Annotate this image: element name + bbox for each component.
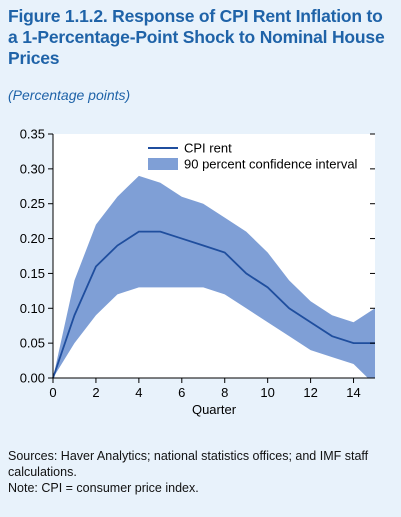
x-tick-label: 8 [221, 385, 228, 400]
x-axis-label: Quarter [192, 402, 237, 417]
y-tick-label: 0.00 [20, 371, 45, 386]
legend-band-swatch [148, 158, 178, 170]
x-tick-label: 2 [92, 385, 99, 400]
source-notes: Sources: Haver Analytics; national stati… [8, 448, 393, 496]
y-tick-label: 0.25 [20, 196, 45, 211]
y-tick-label: 0.35 [20, 127, 45, 142]
figure-title: Figure 1.1.2. Response of CPI Rent Infla… [8, 6, 385, 68]
confidence-band [53, 175, 375, 378]
note-text: Note: CPI = consumer price index. [8, 481, 199, 495]
y-tick-label: 0.15 [20, 266, 45, 281]
y-tick-label: 0.20 [20, 231, 45, 246]
x-tick-label: 0 [49, 385, 56, 400]
y-tick-label: 0.30 [20, 161, 45, 176]
y-tick-label: 0.10 [20, 301, 45, 316]
legend-label-cpi-rent: CPI rent [184, 141, 232, 156]
figure-subtitle: (Percentage points) [8, 87, 131, 103]
y-tick-label: 0.05 [20, 336, 45, 351]
x-tick-label: 12 [303, 385, 317, 400]
x-tick-label: 10 [260, 385, 274, 400]
chart: 0.00 0.05 0.10 0.15 0.20 0.25 0.30 0.35 0 2 4 6 8 10 1… [20, 127, 375, 417]
x-tick-label: 4 [135, 385, 142, 400]
sources-text: Sources: Haver Analytics; national stati… [8, 449, 369, 479]
legend-label-confidence: 90 percent confidence interval [184, 157, 358, 172]
x-tick-label: 14 [346, 385, 360, 400]
x-tick-label: 6 [178, 385, 185, 400]
cpi-rent-line [52, 230, 375, 379]
